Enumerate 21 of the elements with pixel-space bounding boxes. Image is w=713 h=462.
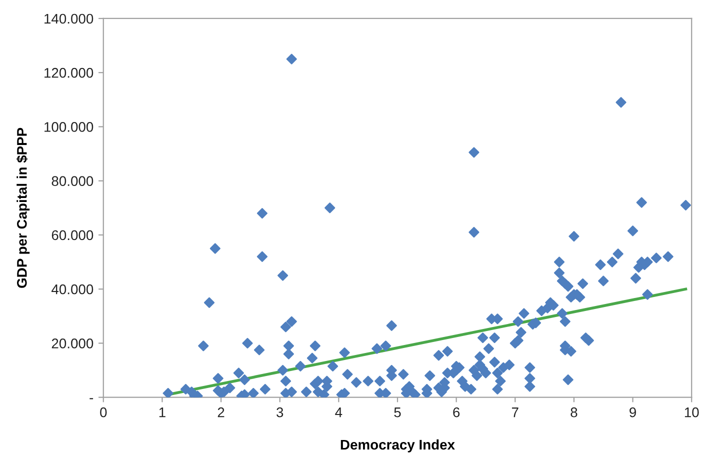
x-tick-label: 10: [684, 407, 699, 418]
y-tick-label: -: [90, 398, 94, 400]
x-tick-label: 5: [394, 408, 401, 418]
x-tick-label: 8: [570, 407, 578, 418]
x-tick-label: 1: [159, 408, 166, 418]
x-tick-label: 9: [630, 407, 636, 418]
y-tick-label: 100.000: [44, 122, 94, 132]
x-tick-label: 3: [276, 407, 284, 418]
x-axis-title: Democracy Index: [340, 439, 455, 452]
y-tick-label: 80.000: [52, 176, 94, 186]
y-tick-label: 40.000: [52, 284, 94, 294]
y-tick-label: 60.000: [52, 230, 94, 240]
x-tick-label: 6: [453, 407, 460, 418]
y-axis-title: GDP per Capital in $PPP: [16, 128, 30, 288]
x-tick-label: 4: [335, 408, 342, 418]
x-tick-label: 2: [218, 407, 224, 418]
x-tick-label: 0: [100, 407, 107, 418]
x-tick-label: 7: [512, 408, 518, 418]
y-tick-label: 120.000: [44, 68, 94, 78]
y-tick-label: 140.000: [44, 14, 94, 24]
y-tick-label: 20.000: [52, 338, 94, 348]
